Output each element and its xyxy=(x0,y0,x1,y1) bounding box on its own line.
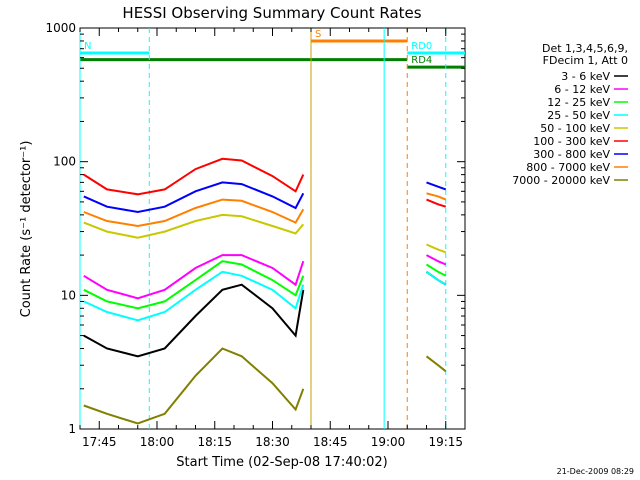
series-lines xyxy=(83,157,447,425)
flag-label: N xyxy=(84,41,91,52)
series-line xyxy=(83,283,305,358)
legend-entry: 50 - 100 keV xyxy=(540,122,610,135)
x-tick-label: 18:15 xyxy=(197,435,232,449)
series-line xyxy=(426,254,447,266)
footer-date: 21-Dec-2009 08:29 xyxy=(557,467,634,476)
flag-label: RD4 xyxy=(411,55,432,66)
x-tick-label: 19:00 xyxy=(371,435,406,449)
legend: Det 1,3,4,5,6,9,FDecim 1, Att 0 3 - 6 keV… xyxy=(512,42,628,187)
flag-label: RD0 xyxy=(411,41,432,52)
y-tick-label: 100 xyxy=(53,155,76,169)
y-axis: 1 10 100 1000 xyxy=(45,21,465,436)
x-tick-label: 18:45 xyxy=(313,435,348,449)
series-line xyxy=(426,198,447,208)
legend-entry: 800 - 7000 keV xyxy=(526,161,610,174)
y-tick-label: 1 xyxy=(68,422,76,436)
status-flag-bars: N S RD0 RD4 xyxy=(80,29,465,69)
x-tick-label: 17:45 xyxy=(82,435,117,449)
series-line xyxy=(83,347,305,425)
flag-label: S xyxy=(315,29,321,40)
series-line xyxy=(83,254,305,300)
series-line xyxy=(426,181,447,191)
series-line xyxy=(425,263,447,277)
legend-header: Det 1,3,4,5,6,9, xyxy=(542,42,628,55)
series-line xyxy=(83,181,305,214)
series-line xyxy=(426,243,447,254)
series-line xyxy=(83,260,305,310)
series-line xyxy=(425,355,447,373)
y-tick-label: 10 xyxy=(61,288,76,302)
legend-entry: 7000 - 20000 keV xyxy=(512,174,610,187)
legend-header: FDecim 1, Att 0 xyxy=(543,54,628,67)
x-axis: 17:45 18:00 18:15 18:30 18:45 19:00 19:15 xyxy=(79,28,466,449)
x-axis-label: Start Time (02-Sep-08 17:40:02) xyxy=(176,455,387,470)
y-axis-label: Count Rate (s⁻¹ detector⁻¹) xyxy=(19,141,34,318)
series-line xyxy=(83,270,305,322)
chart-title: HESSI Observing Summary Count Rates xyxy=(122,4,421,22)
legend-entry: 300 - 800 keV xyxy=(533,148,610,161)
legend-entry: 12 - 25 keV xyxy=(547,96,610,109)
event-vertical-lines xyxy=(79,28,447,429)
series-line xyxy=(83,157,305,196)
series-line xyxy=(83,198,305,228)
legend-entry: 6 - 12 keV xyxy=(554,83,610,96)
x-tick-label: 18:00 xyxy=(140,435,175,449)
legend-entry: 100 - 300 keV xyxy=(533,135,610,148)
legend-entry: 25 - 50 keV xyxy=(547,109,610,122)
series-line xyxy=(426,192,447,201)
legend-entry: 3 - 6 keV xyxy=(561,70,610,83)
x-tick-label: 18:30 xyxy=(255,435,290,449)
series-line xyxy=(425,270,447,286)
x-tick-label: 19:15 xyxy=(428,435,463,449)
y-tick-label: 1000 xyxy=(45,21,76,35)
series-line xyxy=(83,213,305,239)
plot-area: N S RD0 RD4 1 10 100 1000 17:45 18:00 18:15 18:30… xyxy=(45,21,466,449)
